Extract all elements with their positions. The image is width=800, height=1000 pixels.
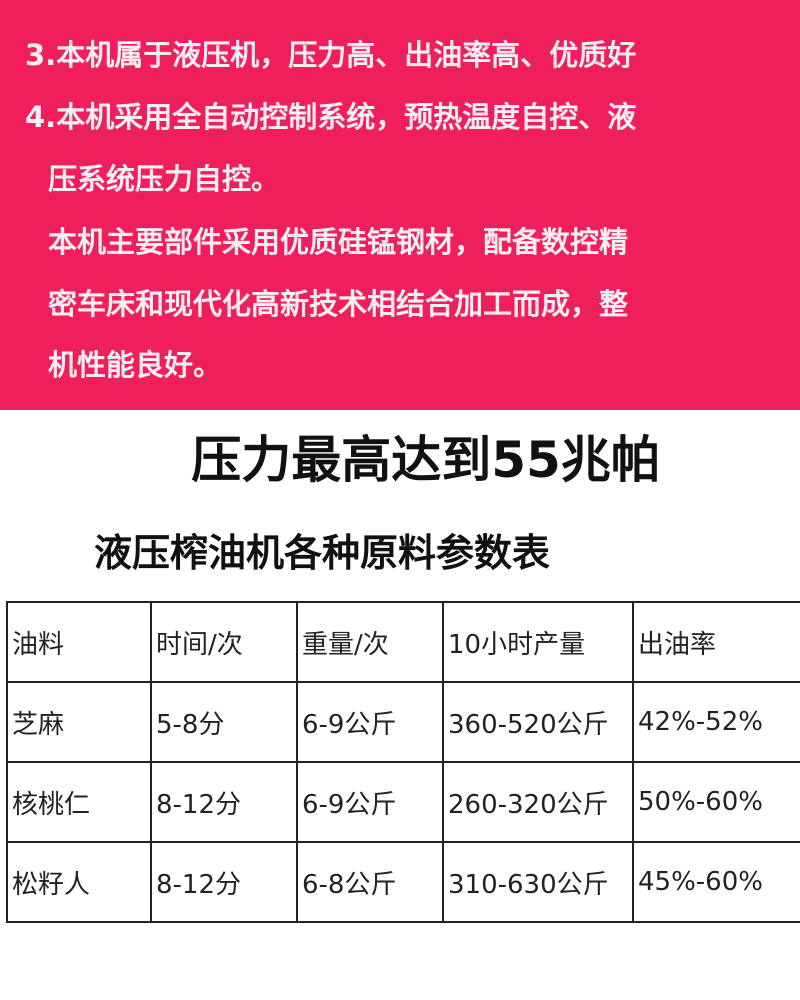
- parameter-table: 油料 时间/次 重量/次 10小时产量 出油率 芝麻 5-8分 6-9公斤 36…: [6, 601, 800, 923]
- table-cell: 42%-52%: [632, 681, 800, 763]
- table-cell: 松籽人: [6, 841, 152, 923]
- table-header-row: 油料 时间/次 重量/次 10小时产量 出油率: [6, 601, 800, 683]
- table-cell: 8-12分: [150, 841, 298, 923]
- header-cell: 重量/次: [296, 601, 444, 683]
- feature-banner: 3.本机属于液压机，压力高、出油率高、优质好 4.本机采用全自动控制系统，预热温…: [0, 0, 800, 410]
- table-cell: 5-8分: [150, 681, 298, 763]
- header-cell: 出油率: [632, 601, 800, 683]
- table-cell: 6-9公斤: [296, 681, 444, 763]
- table-cell: 芝麻: [6, 681, 152, 763]
- table-cell: 6-8公斤: [296, 841, 444, 923]
- feature-line: 压系统压力自控。: [48, 162, 281, 196]
- feature-line: 密车床和现代化高新技术相结合加工而成，整: [48, 287, 629, 321]
- table-cell: 310-630公斤: [442, 841, 634, 923]
- header-cell: 油料: [6, 601, 152, 683]
- headline: 压力最高达到55兆帕: [191, 431, 661, 489]
- table-row: 核桃仁 8-12分 6-9公斤 260-320公斤 50%-60%: [6, 761, 800, 843]
- table-row: 芝麻 5-8分 6-9公斤 360-520公斤 42%-52%: [6, 681, 800, 763]
- table-cell: 45%-60%: [632, 841, 800, 923]
- feature-line: 本机主要部件采用优质硅锰钢材，配备数控精: [48, 225, 629, 259]
- table-cell: 8-12分: [150, 761, 298, 843]
- feature-line: 4.本机采用全自动控制系统，预热温度自控、液: [25, 100, 637, 134]
- table-cell: 6-9公斤: [296, 761, 444, 843]
- table-cell: 50%-60%: [632, 761, 800, 843]
- header-cell: 10小时产量: [442, 601, 634, 683]
- feature-line: 3.本机属于液压机，压力高、出油率高、优质好: [25, 38, 637, 72]
- table-row: 松籽人 8-12分 6-8公斤 310-630公斤 45%-60%: [6, 841, 800, 923]
- header-cell: 时间/次: [150, 601, 298, 683]
- table-cell: 260-320公斤: [442, 761, 634, 843]
- table-cell: 360-520公斤: [442, 681, 634, 763]
- table-cell: 核桃仁: [6, 761, 152, 843]
- table-title: 液压榨油机各种原料参数表: [94, 531, 551, 575]
- feature-line: 机性能良好。: [48, 348, 223, 382]
